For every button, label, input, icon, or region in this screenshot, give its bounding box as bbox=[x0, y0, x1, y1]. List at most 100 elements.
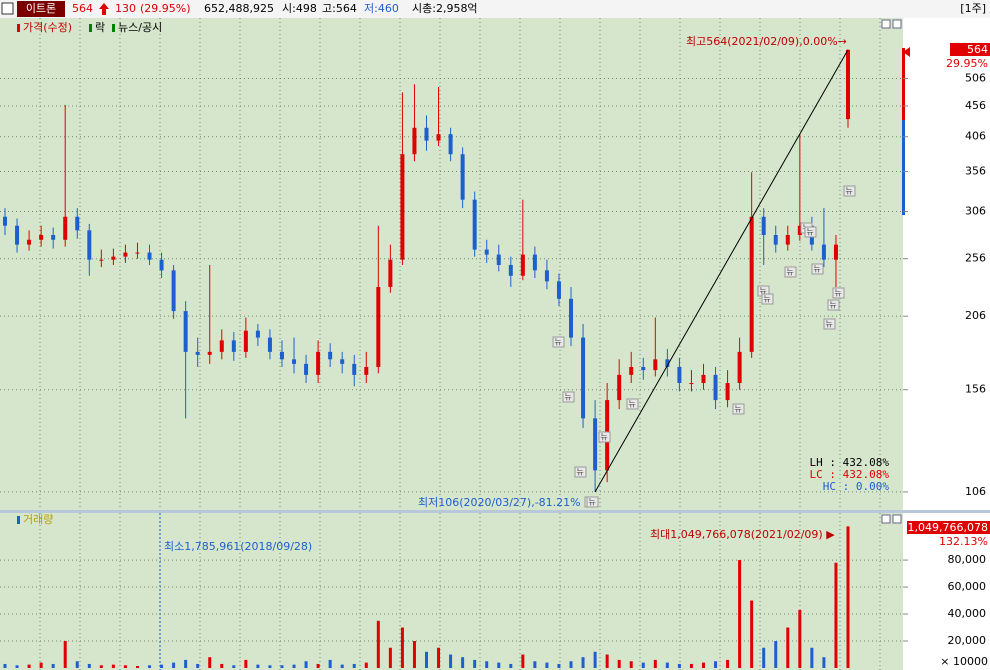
candle-body bbox=[749, 216, 754, 352]
news-icon bbox=[562, 391, 575, 403]
volume-bar bbox=[400, 627, 404, 668]
max-volume-annotation: 최대1,049,766,078(2021/02/09) ▶ bbox=[650, 528, 835, 541]
volume-bar bbox=[160, 664, 164, 668]
volume-bar bbox=[232, 665, 236, 668]
volume-bar bbox=[497, 662, 501, 668]
candle-body bbox=[737, 351, 742, 384]
candle-body bbox=[725, 383, 730, 401]
candle-body bbox=[569, 298, 574, 338]
candle-body bbox=[3, 216, 7, 226]
panel-button[interactable] bbox=[881, 19, 891, 29]
news-icon bbox=[827, 299, 840, 311]
candle-body bbox=[39, 235, 44, 240]
y-tick-label: 106 bbox=[965, 485, 986, 498]
checkbox[interactable] bbox=[1, 2, 14, 15]
top-bar bbox=[0, 0, 990, 18]
candle-body bbox=[352, 363, 357, 375]
volume-bar bbox=[208, 657, 212, 668]
y-tick-label: 80,000 bbox=[948, 553, 987, 566]
volume-title[interactable]: 거래량 bbox=[23, 513, 53, 526]
price: 564 bbox=[72, 2, 93, 15]
candle-body bbox=[87, 230, 92, 260]
news-icon bbox=[832, 287, 845, 299]
candle-body bbox=[135, 252, 140, 254]
volume-bar bbox=[653, 659, 657, 668]
news-icon bbox=[732, 403, 745, 415]
high: 고:564 bbox=[322, 2, 357, 15]
volume-bar bbox=[328, 659, 332, 668]
candle-body bbox=[292, 359, 297, 364]
legend-item[interactable]: 가격(수정) bbox=[23, 21, 72, 34]
candle-body bbox=[653, 359, 658, 371]
candle-body bbox=[267, 337, 272, 352]
volume-bar bbox=[352, 663, 356, 668]
candle-body bbox=[63, 216, 68, 240]
volume-bar bbox=[629, 661, 633, 668]
news-icon bbox=[784, 266, 797, 278]
news-icon-label: 뉴 bbox=[759, 287, 766, 296]
volume-bar bbox=[701, 662, 705, 668]
candle-body bbox=[388, 259, 393, 288]
market-cap: 시총:2,958억 bbox=[412, 2, 478, 15]
panel-button[interactable] bbox=[881, 514, 891, 524]
volume-bar bbox=[533, 661, 537, 668]
news-icon bbox=[843, 185, 856, 197]
stat-hc: HC : 0.00% bbox=[823, 480, 890, 493]
candle-body bbox=[195, 351, 200, 355]
legend-marker bbox=[17, 24, 20, 32]
candle-body bbox=[75, 216, 80, 231]
news-icon bbox=[811, 263, 824, 275]
news-icon-label: 뉴 bbox=[600, 433, 607, 442]
volume-bar bbox=[292, 664, 296, 668]
panel-button[interactable] bbox=[892, 514, 902, 524]
volume-bar bbox=[834, 562, 838, 668]
news-icon-label: 뉴 bbox=[554, 338, 561, 347]
volume-bar bbox=[376, 620, 380, 668]
candle-body bbox=[147, 252, 152, 260]
candle-body bbox=[111, 256, 116, 260]
volume-bar bbox=[15, 665, 19, 668]
news-icon-label: 뉴 bbox=[763, 295, 770, 304]
volume-bar bbox=[509, 663, 513, 668]
candle-body bbox=[51, 235, 56, 240]
stat-lh: LH : 432.08% bbox=[810, 456, 890, 469]
volume: 652,488,925 bbox=[204, 2, 274, 15]
last-volume-box bbox=[907, 521, 990, 534]
news-icon bbox=[552, 336, 565, 348]
volume-bar bbox=[726, 659, 730, 668]
candle-body bbox=[773, 235, 778, 245]
volume-bar bbox=[268, 665, 272, 668]
volume-bar bbox=[99, 665, 103, 668]
price-pointer bbox=[903, 47, 910, 57]
candle-body bbox=[484, 249, 489, 255]
candle-body bbox=[689, 383, 694, 385]
min-volume-annotation: 최소1,785,961(2018/09/28) bbox=[164, 540, 312, 553]
candle-body bbox=[436, 134, 441, 141]
min-annotation: 최저106(2020/03/27),-81.21% bbox=[418, 496, 581, 509]
volume-bar bbox=[220, 663, 224, 668]
last-price-box bbox=[950, 43, 990, 56]
news-icon bbox=[586, 496, 599, 508]
candle-body bbox=[508, 264, 513, 276]
name-box[interactable] bbox=[17, 1, 65, 17]
y-tick-label: 156 bbox=[965, 383, 986, 396]
candle-body bbox=[219, 340, 224, 352]
news-icon-label: 뉴 bbox=[845, 187, 852, 196]
candle-body bbox=[556, 281, 561, 299]
period[interactable]: [1주] bbox=[960, 2, 986, 15]
legend-item[interactable]: 락 bbox=[95, 21, 105, 34]
candle-body bbox=[677, 366, 682, 384]
candle-body bbox=[255, 330, 260, 338]
panel-button[interactable] bbox=[892, 19, 902, 29]
candle-body bbox=[641, 366, 646, 371]
volume-bar bbox=[39, 662, 43, 668]
news-icon bbox=[626, 398, 639, 410]
candle-body bbox=[364, 366, 369, 375]
candle-body bbox=[376, 287, 381, 367]
volume-unit: × 10000 bbox=[940, 655, 988, 668]
volume-bar bbox=[677, 663, 681, 668]
volume-bar bbox=[605, 654, 609, 668]
legend-item[interactable]: 뉴스/공시 bbox=[118, 21, 162, 34]
